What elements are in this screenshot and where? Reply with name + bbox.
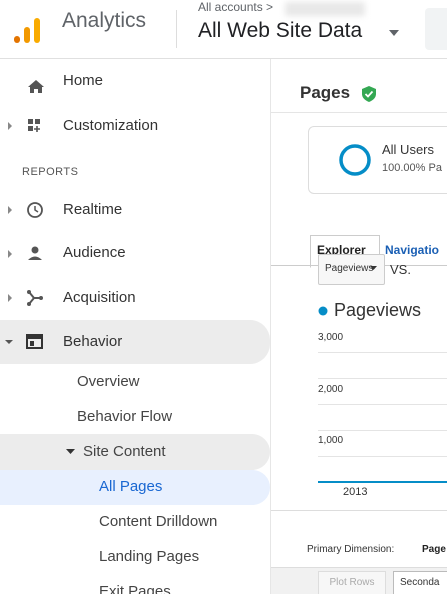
icons — [8, 80, 44, 306]
nav-subitem[interactable]: Site Content — [83, 443, 166, 460]
logo — [14, 18, 40, 43]
segment-ring — [339, 144, 371, 176]
chart-rule — [271, 510, 447, 511]
vs-label: VS. — [390, 262, 411, 277]
legend-label: Pageviews — [334, 300, 422, 320]
nav-item[interactable]: Acquisition — [63, 289, 136, 306]
segment-detail: 100.00% Pa — [382, 162, 442, 174]
subsection-band — [0, 434, 270, 470]
active-band — [0, 320, 270, 364]
verified-icon — [362, 86, 376, 102]
behavior-icons — [5, 334, 43, 349]
metric-caret — [370, 266, 377, 270]
nav-item[interactable]: Behavior — [63, 333, 123, 350]
nav-leaf[interactable]: Content Drilldown — [99, 513, 218, 530]
legend-dot — [318, 306, 328, 316]
sidebar-border — [270, 59, 271, 594]
subsection-caret — [66, 449, 75, 454]
selected-band — [0, 470, 270, 505]
x-label: 2013 — [343, 486, 368, 498]
segment-name: All Users — [382, 142, 435, 157]
nav-subitem[interactable]: Behavior Flow — [77, 408, 173, 425]
header-bar — [0, 0, 447, 59]
tab[interactable]: Navigatio — [385, 243, 440, 257]
view-caret — [389, 30, 399, 36]
nav-item[interactable]: Home — [63, 72, 104, 89]
nav-leaf-selected[interactable]: All Pages — [99, 478, 163, 495]
nav-subitem[interactable]: Overview — [77, 373, 140, 390]
title-rule — [271, 112, 447, 113]
y-label: 1,000 — [318, 435, 344, 446]
blurred-account — [285, 2, 365, 16]
divider — [176, 10, 177, 48]
y-label: 2,000 — [318, 384, 344, 395]
nav-item[interactable]: Customization — [63, 117, 159, 134]
grid-line — [318, 352, 447, 353]
page-title: Pages — [300, 83, 351, 102]
grid-line — [318, 430, 447, 431]
nav-item[interactable]: Realtime — [63, 201, 123, 218]
dimension-value[interactable]: Page — [422, 544, 446, 555]
search-box[interactable] — [425, 8, 447, 50]
metric-select-label: Pageviews — [325, 263, 374, 274]
baseline — [318, 481, 447, 483]
product-name: Analytics — [62, 9, 147, 32]
button-disabled[interactable]: Plot Rows — [318, 571, 386, 594]
y-label: 3,000 — [318, 332, 344, 343]
section-label: REPORTS — [22, 166, 79, 178]
segment-card[interactable] — [308, 126, 447, 194]
button[interactable]: Seconda — [393, 571, 447, 594]
tab[interactable]: Explorer — [317, 243, 366, 257]
nav-leaf[interactable]: Exit Pages — [99, 583, 171, 594]
dimension-label: Primary Dimension: — [307, 544, 395, 555]
grid-line — [318, 404, 447, 405]
grid-line — [318, 456, 447, 457]
breadcrumb[interactable]: All accounts > — [198, 0, 274, 14]
view-selector[interactable]: All Web Site Data — [198, 19, 363, 42]
grid-line — [318, 378, 447, 379]
nav-leaf[interactable]: Landing Pages — [99, 548, 200, 565]
nav-item[interactable]: Audience — [63, 244, 126, 261]
